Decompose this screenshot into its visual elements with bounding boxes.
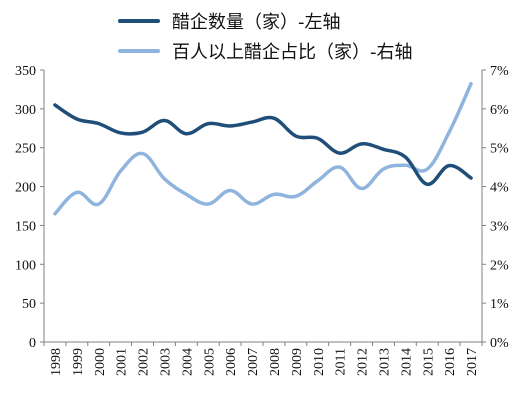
x-tick-label: 2017 (465, 348, 480, 376)
left-tick-label: 100 (15, 258, 36, 273)
right-tick-label: 6% (490, 103, 509, 118)
legend-item-right-series: 百人以上醋企占比（家）-右轴 (118, 36, 413, 66)
right-tick-label: 4% (490, 181, 509, 196)
legend: 醋企数量（家）-左轴 百人以上醋企占比（家）-右轴 (118, 6, 413, 66)
x-tick-label: 2014 (399, 348, 414, 376)
x-tick-label: 2001 (115, 348, 130, 376)
x-tick-label: 2009 (290, 348, 305, 376)
legend-item-left-series: 醋企数量（家）-左轴 (118, 6, 413, 36)
series-lines (55, 84, 471, 214)
legend-label-right-series: 百人以上醋企占比（家）-右轴 (172, 38, 413, 64)
right-tick-label: 7% (490, 64, 509, 79)
x-tick-label: 2010 (312, 348, 327, 376)
x-tick-label: 2007 (246, 348, 261, 376)
x-tick-label: 1999 (71, 348, 86, 376)
x-tick-label: 2004 (180, 348, 195, 376)
x-tick-label: 2005 (202, 348, 217, 376)
left-tick-label: 250 (15, 142, 36, 157)
left-tick-label: 50 (22, 297, 36, 312)
x-tick-label: 2000 (93, 348, 108, 376)
left-tick-label: 150 (15, 219, 36, 234)
x-tick-label: 2002 (137, 348, 152, 376)
x-tick-label: 2015 (421, 348, 436, 376)
legend-swatch-left-series (118, 19, 160, 23)
x-tick-label: 2012 (356, 348, 371, 376)
x-tick-label: 2006 (224, 348, 239, 376)
x-tick-label: 2003 (158, 348, 173, 376)
right-tick-label: 3% (490, 219, 509, 234)
x-tick-label: 1998 (49, 348, 64, 376)
series-line-vinegar-company-count (55, 105, 471, 184)
left-tick-label: 0 (29, 336, 36, 351)
right-tick-label: 0% (490, 336, 509, 351)
right-tick-label: 5% (490, 142, 509, 157)
x-tick-label: 2008 (268, 348, 283, 376)
series-line-large-company-share (55, 84, 471, 214)
left-tick-label: 200 (15, 181, 36, 196)
x-tick-label: 2016 (443, 348, 458, 376)
right-tick-label: 2% (490, 258, 509, 273)
legend-swatch-right-series (118, 49, 160, 53)
left-tick-label: 350 (15, 64, 36, 79)
right-tick-label: 1% (490, 297, 509, 312)
x-tick-label: 2013 (377, 348, 392, 376)
legend-label-left-series: 醋企数量（家）-左轴 (172, 8, 341, 34)
axes (44, 70, 482, 342)
x-tick-label: 2011 (334, 348, 349, 375)
left-tick-label: 300 (15, 103, 36, 118)
ticks: 0 50 100 150 200 250 300 350 0% 1% 2% 3% 4% 5% 6% 7% 199… (15, 64, 509, 376)
